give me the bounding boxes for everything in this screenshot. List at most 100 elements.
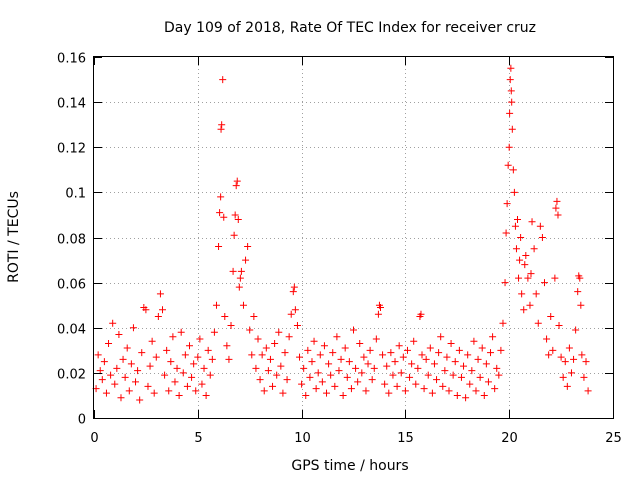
data-point — [183, 382, 191, 390]
data-point — [426, 344, 434, 352]
data-point — [536, 222, 544, 230]
data-point — [235, 283, 243, 291]
data-point — [509, 166, 517, 174]
data-point — [232, 182, 240, 190]
data-point — [306, 373, 314, 381]
data-point — [339, 391, 347, 399]
data-point — [152, 353, 160, 361]
data-point — [216, 209, 224, 217]
data-point — [484, 378, 492, 386]
data-point — [501, 279, 509, 287]
data-point — [256, 376, 264, 384]
data-point — [399, 353, 407, 361]
x-tick-label: 25 — [605, 431, 622, 446]
data-point — [223, 342, 231, 350]
data-point — [370, 364, 378, 372]
data-point — [482, 360, 490, 368]
data-point — [366, 346, 374, 354]
data-point — [506, 109, 514, 117]
y-tick-labels: 0 0.02 0.04 0.06 0.08 0.1 0.12 0.14 0.16 — [57, 52, 86, 428]
data-point — [553, 197, 561, 205]
data-point — [98, 376, 106, 384]
y-axis-label: ROTI / TECUs — [6, 191, 22, 283]
data-point — [464, 351, 472, 359]
data-point — [212, 301, 220, 309]
data-point — [526, 301, 534, 309]
data-point — [559, 373, 567, 381]
data-point — [507, 64, 515, 72]
data-point — [138, 349, 146, 357]
data-point — [236, 274, 244, 282]
data-point — [514, 215, 522, 223]
data-point — [220, 213, 228, 221]
data-point — [518, 290, 526, 298]
data-point — [360, 353, 368, 361]
data-point — [515, 274, 523, 282]
data-point — [275, 328, 283, 336]
data-point — [545, 351, 553, 359]
data-point — [177, 328, 185, 336]
data-point — [417, 310, 425, 318]
data-point — [148, 337, 156, 345]
data-point — [449, 371, 457, 379]
data-point — [335, 367, 343, 375]
data-point — [146, 362, 154, 370]
y-tick-label: 0.02 — [57, 368, 86, 383]
data-point — [502, 229, 510, 237]
data-point — [493, 364, 501, 372]
data-point — [395, 342, 403, 350]
data-point — [507, 87, 515, 95]
data-point — [412, 380, 420, 388]
data-point — [125, 387, 133, 395]
data-point — [527, 270, 535, 278]
data-point — [352, 364, 360, 372]
data-point — [318, 378, 326, 386]
data-point — [364, 360, 372, 368]
data-point — [264, 367, 272, 375]
data-point — [208, 355, 216, 363]
data-point — [210, 328, 218, 336]
data-point — [508, 125, 516, 133]
data-point — [161, 371, 169, 379]
data-point — [117, 394, 125, 402]
data-point — [113, 364, 121, 372]
data-point — [376, 303, 384, 311]
data-point — [293, 321, 301, 329]
data-point — [271, 340, 279, 348]
x-tick-label: 20 — [501, 431, 518, 446]
data-point — [460, 362, 468, 370]
data-point — [105, 340, 113, 348]
data-point — [504, 161, 512, 169]
data-point — [115, 331, 123, 339]
data-point — [134, 367, 142, 375]
data-point — [190, 360, 198, 368]
data-point — [552, 204, 560, 212]
data-point — [563, 382, 571, 390]
data-point — [308, 358, 316, 366]
data-point — [532, 290, 540, 298]
data-point — [410, 337, 418, 345]
data-point — [445, 387, 453, 395]
data-points — [92, 64, 592, 404]
x-tick-label: 10 — [294, 431, 311, 446]
data-point — [218, 121, 226, 129]
data-point — [358, 369, 366, 377]
data-point — [480, 391, 488, 399]
data-point — [474, 355, 482, 363]
data-point — [391, 358, 399, 366]
data-point — [291, 306, 299, 314]
data-point — [439, 382, 447, 390]
plot-frame — [93, 56, 614, 419]
x-tick-label: 15 — [397, 431, 414, 446]
data-point — [430, 360, 438, 368]
data-point — [555, 321, 563, 329]
data-point — [343, 373, 351, 381]
data-point — [234, 215, 242, 223]
data-point — [495, 371, 503, 379]
x-axis-label: GPS time / hours — [291, 458, 408, 474]
data-point — [508, 98, 516, 106]
data-point — [567, 369, 575, 377]
data-point — [242, 256, 250, 264]
data-point — [314, 369, 322, 377]
